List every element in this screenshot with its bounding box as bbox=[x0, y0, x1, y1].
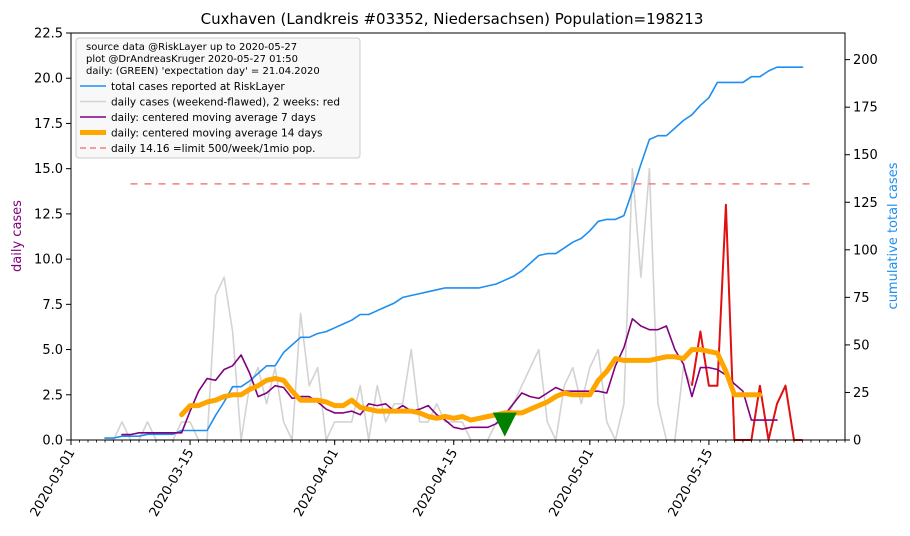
chart-title: Cuxhaven (Landkreis #03352, Niedersachse… bbox=[201, 10, 704, 28]
y-tick-label-left: 10.0 bbox=[34, 253, 63, 268]
y-tick-label-right: 175 bbox=[853, 101, 878, 116]
legend-label: total cases reported at RiskLayer bbox=[111, 81, 285, 93]
legend: source data @RiskLayer up to 2020-05-27 … bbox=[75, 37, 361, 159]
y-tick-label-right: 125 bbox=[853, 196, 878, 211]
legend-label: daily cases (weekend-flawed), 2 weeks: r… bbox=[111, 96, 340, 108]
series-moving-average-7-line bbox=[121, 317, 778, 436]
y-tick-label-right: 100 bbox=[853, 243, 878, 258]
expectation-day-marker bbox=[492, 412, 517, 437]
y-tick-label-left: 5.0 bbox=[42, 343, 63, 358]
legend-header-line-3: daily: (GREEN) 'expectation day' = 21.04… bbox=[86, 66, 320, 77]
y-tick-label-left: 17.5 bbox=[34, 117, 63, 132]
x-tick-label: 2020-05-01 bbox=[547, 447, 598, 520]
y-tick-label-right: 25 bbox=[853, 386, 870, 401]
y-tick-label-right: 0 bbox=[853, 434, 861, 449]
y-axis-label-right: cumulative total cases bbox=[886, 162, 901, 309]
legend-entries: total cases reported at RiskLayer daily c… bbox=[80, 81, 340, 155]
y-tick-label-left: 20.0 bbox=[34, 72, 63, 87]
legend-box bbox=[75, 37, 361, 159]
y-tick-label-left: 0.0 bbox=[42, 434, 63, 449]
x-tick-label: 2020-04-15 bbox=[410, 447, 461, 520]
y-tick-label-right: 75 bbox=[853, 291, 870, 306]
axes-frame bbox=[70, 32, 846, 441]
y-axis-label-left: daily cases bbox=[10, 200, 25, 272]
series-moving-average-14-line bbox=[179, 347, 763, 423]
x-tick-label: 2020-03-01 bbox=[28, 447, 79, 520]
y-tick-label-left: 7.5 bbox=[42, 298, 63, 313]
series-daily-cases-line bbox=[105, 167, 693, 441]
y-tick-label-right: 50 bbox=[853, 338, 870, 353]
y-tick-label-right: 200 bbox=[853, 53, 878, 68]
legend-header-line-2: plot @DrAndreasKruger 2020-05-27 01:50 bbox=[86, 54, 298, 65]
y-tick-label-left: 2.5 bbox=[42, 388, 63, 403]
x-tick-label: 2020-04-01 bbox=[291, 447, 342, 520]
x-tick-label: 2020-03-15 bbox=[147, 447, 198, 520]
series-total-cases-line bbox=[104, 66, 804, 439]
legend-label: daily 14.16 =limit 500/week/1mio pop. bbox=[111, 143, 316, 155]
y-tick-label-left: 22.5 bbox=[34, 27, 63, 42]
y-tick-label-left: 12.5 bbox=[34, 207, 63, 222]
legend-header-line-1: source data @RiskLayer up to 2020-05-27 bbox=[86, 42, 297, 53]
legend-label: daily: centered moving average 14 days bbox=[111, 127, 323, 139]
series-layer bbox=[104, 66, 811, 441]
y-tick-label-left: 15.0 bbox=[34, 162, 63, 177]
y-tick-label-right: 150 bbox=[853, 148, 878, 163]
legend-label: daily: centered moving average 7 days bbox=[111, 112, 316, 124]
x-tick-label: 2020-05-15 bbox=[666, 447, 717, 520]
